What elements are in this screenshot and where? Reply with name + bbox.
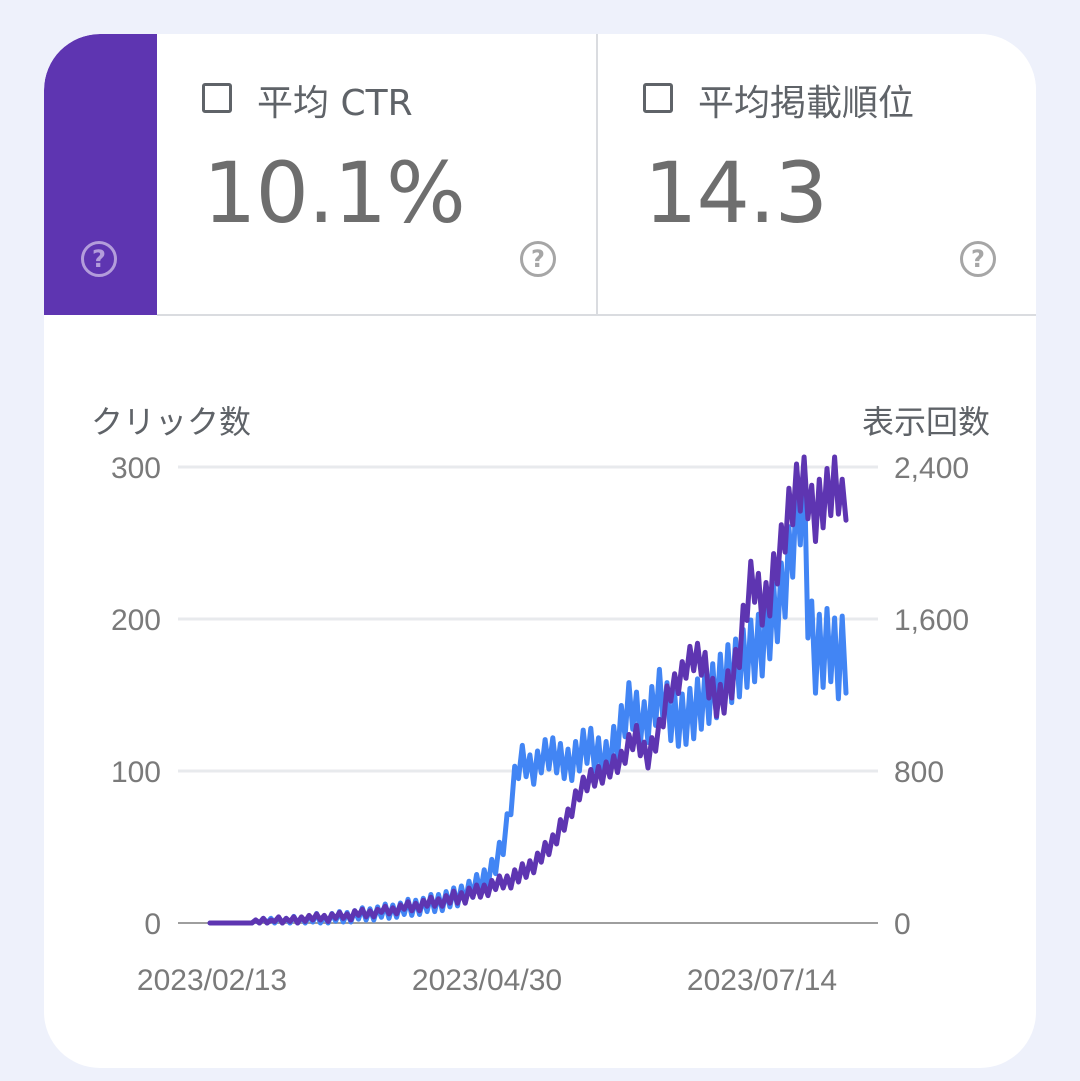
x-tick-label: 2023/04/30 [412, 964, 562, 997]
left-tick-label: 100 [111, 756, 161, 789]
x-tick-label: 2023/02/13 [137, 964, 287, 997]
right-tick-label: 0 [894, 908, 911, 941]
help-icon[interactable]: ? [960, 241, 996, 277]
tile-total-clicks[interactable]: ? [44, 34, 157, 315]
metric-tiles: ? 平均 CTR 10.1% ? 平均掲載順位 14.3 ? [44, 34, 1036, 316]
help-icon[interactable]: ? [81, 241, 117, 277]
x-tick-label: 2023/07/14 [687, 964, 837, 997]
performance-card: ? 平均 CTR 10.1% ? 平均掲載順位 14.3 ? [44, 34, 1036, 1068]
tile-label-position: 平均掲載順位 [698, 83, 915, 124]
tile-average-position[interactable]: 平均掲載順位 14.3 ? [598, 34, 1036, 316]
right-axis-title: 表示回数 [862, 403, 991, 441]
checkbox-icon[interactable] [643, 83, 673, 113]
tile-value-position: 14.3 [644, 144, 828, 242]
tile-label-ctr: 平均 CTR [257, 83, 413, 124]
clicks-series-line [207, 454, 849, 926]
left-tick-label: 300 [111, 452, 161, 485]
right-tick-label: 800 [894, 756, 944, 789]
help-icon[interactable]: ? [520, 241, 556, 277]
left-tick-label: 200 [111, 604, 161, 637]
left-axis-title: クリック数 [91, 403, 252, 441]
checkbox-icon[interactable] [202, 83, 232, 113]
right-tick-label: 1,600 [894, 604, 969, 637]
impressions-series-line [207, 457, 849, 926]
right-tick-label: 2,400 [894, 452, 969, 485]
left-tick-label: 0 [144, 908, 161, 941]
tile-average-ctr[interactable]: 平均 CTR 10.1% ? [157, 34, 598, 316]
tile-value-ctr: 10.1% [203, 144, 466, 242]
